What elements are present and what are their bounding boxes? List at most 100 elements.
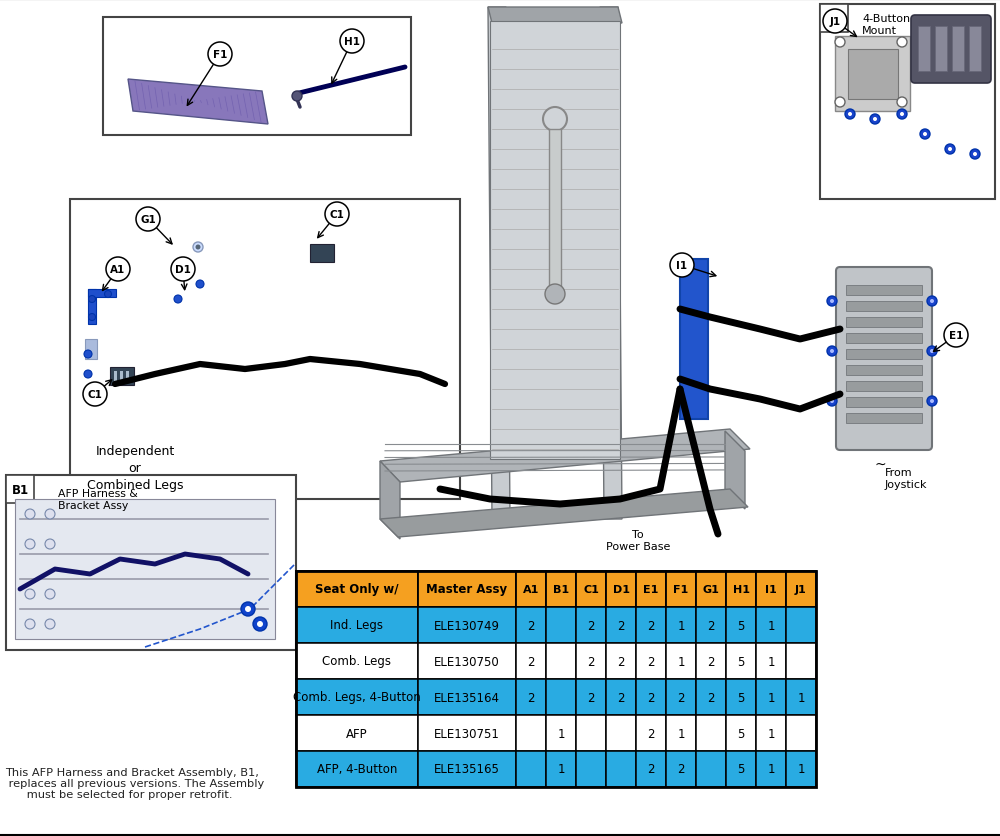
Bar bbox=[88, 289, 116, 298]
Bar bbox=[296, 751, 418, 787]
Text: E1: E1 bbox=[643, 584, 659, 594]
Circle shape bbox=[830, 400, 834, 404]
Bar bbox=[756, 643, 786, 679]
Circle shape bbox=[835, 38, 845, 48]
Bar bbox=[546, 607, 576, 643]
Bar bbox=[820, 5, 995, 200]
Bar bbox=[666, 643, 696, 679]
Circle shape bbox=[970, 150, 980, 160]
Bar bbox=[70, 200, 460, 499]
Text: 5: 5 bbox=[737, 762, 745, 776]
Circle shape bbox=[104, 291, 112, 298]
Text: 2: 2 bbox=[707, 655, 715, 668]
Text: Comb. Legs: Comb. Legs bbox=[322, 655, 392, 668]
Circle shape bbox=[84, 350, 92, 359]
Text: 2: 2 bbox=[707, 691, 715, 704]
Circle shape bbox=[927, 297, 937, 307]
Text: H1: H1 bbox=[732, 584, 750, 594]
Text: G1: G1 bbox=[703, 584, 719, 594]
Bar bbox=[786, 571, 816, 607]
Text: 2: 2 bbox=[677, 691, 685, 704]
Bar bbox=[726, 643, 756, 679]
Text: 1: 1 bbox=[797, 691, 805, 704]
Text: A1: A1 bbox=[523, 584, 539, 594]
Bar bbox=[726, 751, 756, 787]
Text: 2: 2 bbox=[647, 655, 655, 668]
Text: 2: 2 bbox=[647, 619, 655, 632]
Circle shape bbox=[136, 208, 160, 232]
Text: Independent
or
Combined Legs: Independent or Combined Legs bbox=[87, 445, 183, 492]
Bar bbox=[126, 371, 129, 381]
Circle shape bbox=[196, 245, 200, 250]
Circle shape bbox=[193, 242, 203, 252]
Circle shape bbox=[927, 396, 937, 406]
Bar bbox=[680, 260, 708, 420]
Bar bbox=[696, 607, 726, 643]
Text: This AFP Harness and Bracket Assembly, B1,: This AFP Harness and Bracket Assembly, B… bbox=[5, 767, 259, 777]
Circle shape bbox=[830, 299, 834, 303]
Text: From
Joystick: From Joystick bbox=[885, 467, 928, 490]
Circle shape bbox=[292, 92, 302, 102]
Bar bbox=[6, 476, 296, 650]
Bar bbox=[516, 607, 546, 643]
Text: ELE130749: ELE130749 bbox=[434, 619, 500, 632]
Bar bbox=[726, 571, 756, 607]
Bar bbox=[756, 751, 786, 787]
Bar bbox=[516, 643, 546, 679]
Bar bbox=[666, 571, 696, 607]
Polygon shape bbox=[490, 22, 620, 460]
Circle shape bbox=[848, 113, 852, 117]
Circle shape bbox=[897, 98, 907, 108]
Bar bbox=[606, 607, 636, 643]
Bar bbox=[296, 643, 418, 679]
Text: 2: 2 bbox=[617, 655, 625, 668]
Text: ELE130750: ELE130750 bbox=[434, 655, 500, 668]
Text: 5: 5 bbox=[737, 619, 745, 632]
Bar bbox=[846, 414, 922, 424]
Bar bbox=[696, 751, 726, 787]
Bar bbox=[103, 18, 411, 135]
Bar bbox=[418, 571, 516, 607]
Text: D1: D1 bbox=[175, 265, 191, 275]
Text: C1: C1 bbox=[88, 390, 102, 400]
Text: must be selected for proper retrofit.: must be selected for proper retrofit. bbox=[5, 789, 232, 799]
Text: 1: 1 bbox=[677, 726, 685, 740]
Bar bbox=[846, 302, 922, 312]
Text: 1: 1 bbox=[767, 691, 775, 704]
Bar bbox=[636, 643, 666, 679]
Circle shape bbox=[196, 281, 204, 288]
Circle shape bbox=[845, 110, 855, 120]
Bar bbox=[546, 643, 576, 679]
Text: Comb. Legs, 4-Button: Comb. Legs, 4-Button bbox=[293, 691, 421, 704]
Bar bbox=[296, 571, 418, 607]
Bar bbox=[418, 751, 516, 787]
Bar bbox=[846, 334, 922, 344]
Text: AFP: AFP bbox=[346, 726, 368, 740]
Polygon shape bbox=[488, 8, 622, 24]
Text: 2: 2 bbox=[587, 655, 595, 668]
Bar bbox=[516, 679, 546, 715]
Bar bbox=[666, 679, 696, 715]
Circle shape bbox=[900, 113, 904, 117]
Circle shape bbox=[930, 400, 934, 404]
Text: 1: 1 bbox=[557, 726, 565, 740]
Text: 1: 1 bbox=[767, 619, 775, 632]
FancyBboxPatch shape bbox=[911, 16, 991, 84]
Text: 2: 2 bbox=[647, 762, 655, 776]
Text: ~: ~ bbox=[874, 457, 886, 472]
Bar bbox=[516, 751, 546, 787]
Text: C1: C1 bbox=[583, 584, 599, 594]
Bar bbox=[756, 715, 786, 751]
Text: B1: B1 bbox=[553, 584, 569, 594]
Bar bbox=[756, 607, 786, 643]
Circle shape bbox=[827, 347, 837, 357]
Text: AFP, 4-Button: AFP, 4-Button bbox=[317, 762, 397, 776]
Text: J1: J1 bbox=[795, 584, 807, 594]
Bar bbox=[546, 571, 576, 607]
Bar bbox=[296, 607, 418, 643]
Bar bbox=[846, 286, 922, 296]
Bar bbox=[846, 318, 922, 328]
Bar bbox=[516, 715, 546, 751]
Text: 2: 2 bbox=[617, 619, 625, 632]
Text: 1: 1 bbox=[557, 762, 565, 776]
